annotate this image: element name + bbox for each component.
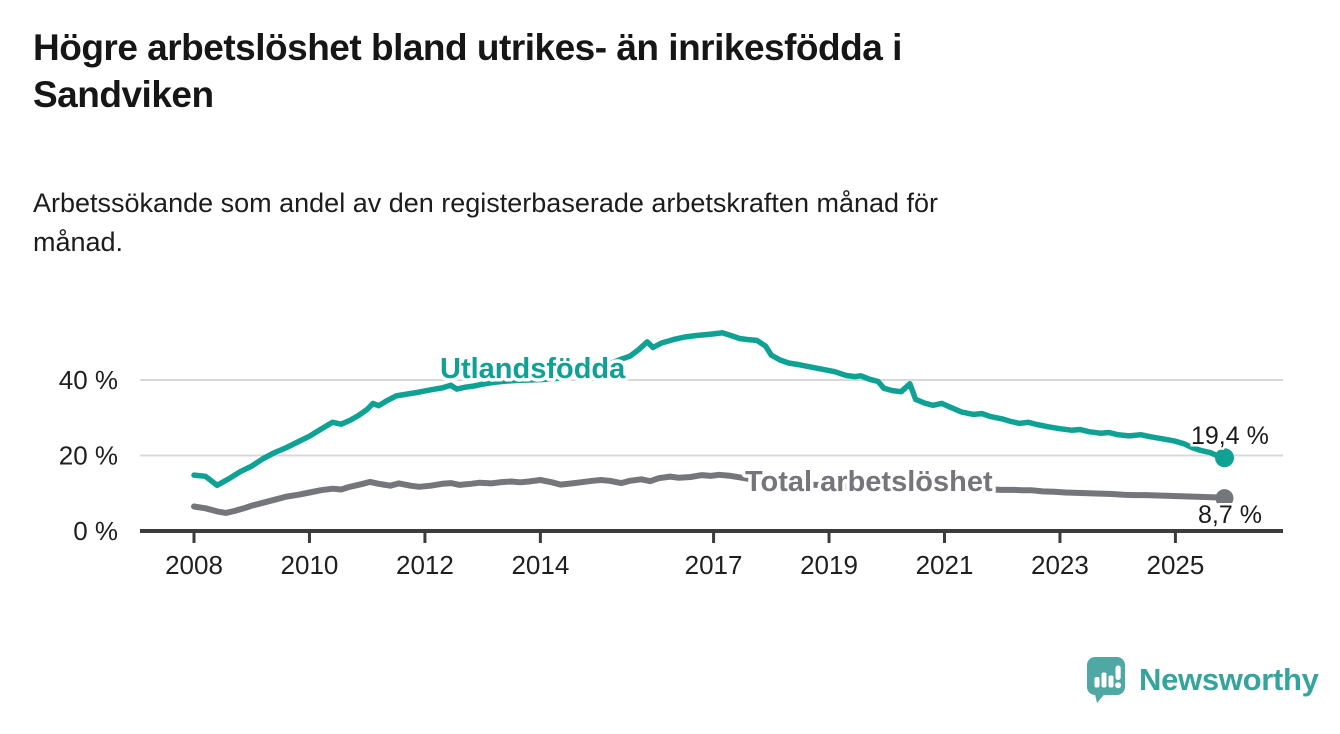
page-subtitle-line1: Arbetssökande som andel av den registerb…: [33, 188, 939, 218]
series-end-dot: [1215, 489, 1234, 508]
page-subtitle-line2: månad.: [33, 227, 124, 258]
logo-bar-3: [1108, 675, 1114, 688]
x-tick-label: 2012: [396, 550, 454, 580]
series-end-value-label: 8,7 %: [1198, 501, 1262, 529]
y-tick-label: 20 %: [59, 441, 118, 471]
x-tick-label: 2019: [800, 550, 858, 580]
series-label-utlandsfodda: Utlandsfödda: [440, 353, 626, 385]
series-label-total: Total arbetslöshet: [745, 466, 993, 498]
y-tick-label: 0 %: [73, 516, 118, 546]
x-tick-label: 2010: [281, 550, 339, 580]
x-tick-label: 2017: [685, 550, 743, 580]
series-end-value-label: 19,4 %: [1191, 422, 1269, 450]
x-tick-label: 2014: [511, 550, 569, 580]
page-title: Högre arbetslöshet bland utrikes- än inr…: [33, 24, 902, 119]
page-title-line1: Högre arbetslöshet bland utrikes- än inr…: [33, 27, 902, 68]
x-tick-label: 2025: [1146, 550, 1204, 580]
logo-exclamation-icon: [1115, 665, 1121, 680]
series-line-total: [191, 471, 1228, 516]
newsworthy-logo-icon: [1087, 657, 1125, 703]
newsworthy-logo-text: Newsworthy: [1139, 662, 1319, 697]
x-tick-label: 2008: [165, 550, 223, 580]
page-subtitle: Arbetssökande som andel av den registerb…: [33, 184, 938, 262]
series-end-dot: [1214, 448, 1234, 468]
logo-bar-1: [1094, 677, 1100, 688]
logo-bar-2: [1101, 672, 1107, 688]
y-tick-label: 40 %: [59, 365, 118, 395]
x-tick-label: 2021: [916, 550, 974, 580]
page-title-line2: Sandviken: [33, 74, 214, 116]
series-line-utlandsfodda: [191, 330, 1228, 489]
x-tick-label: 2023: [1031, 550, 1089, 580]
unemployment-line-chart: 2008 2010 2012 2014 2017 2019 2021 2023 2025 0 % 2…: [59, 330, 1283, 580]
newsworthy-logo: Newsworthy: [1087, 657, 1319, 704]
